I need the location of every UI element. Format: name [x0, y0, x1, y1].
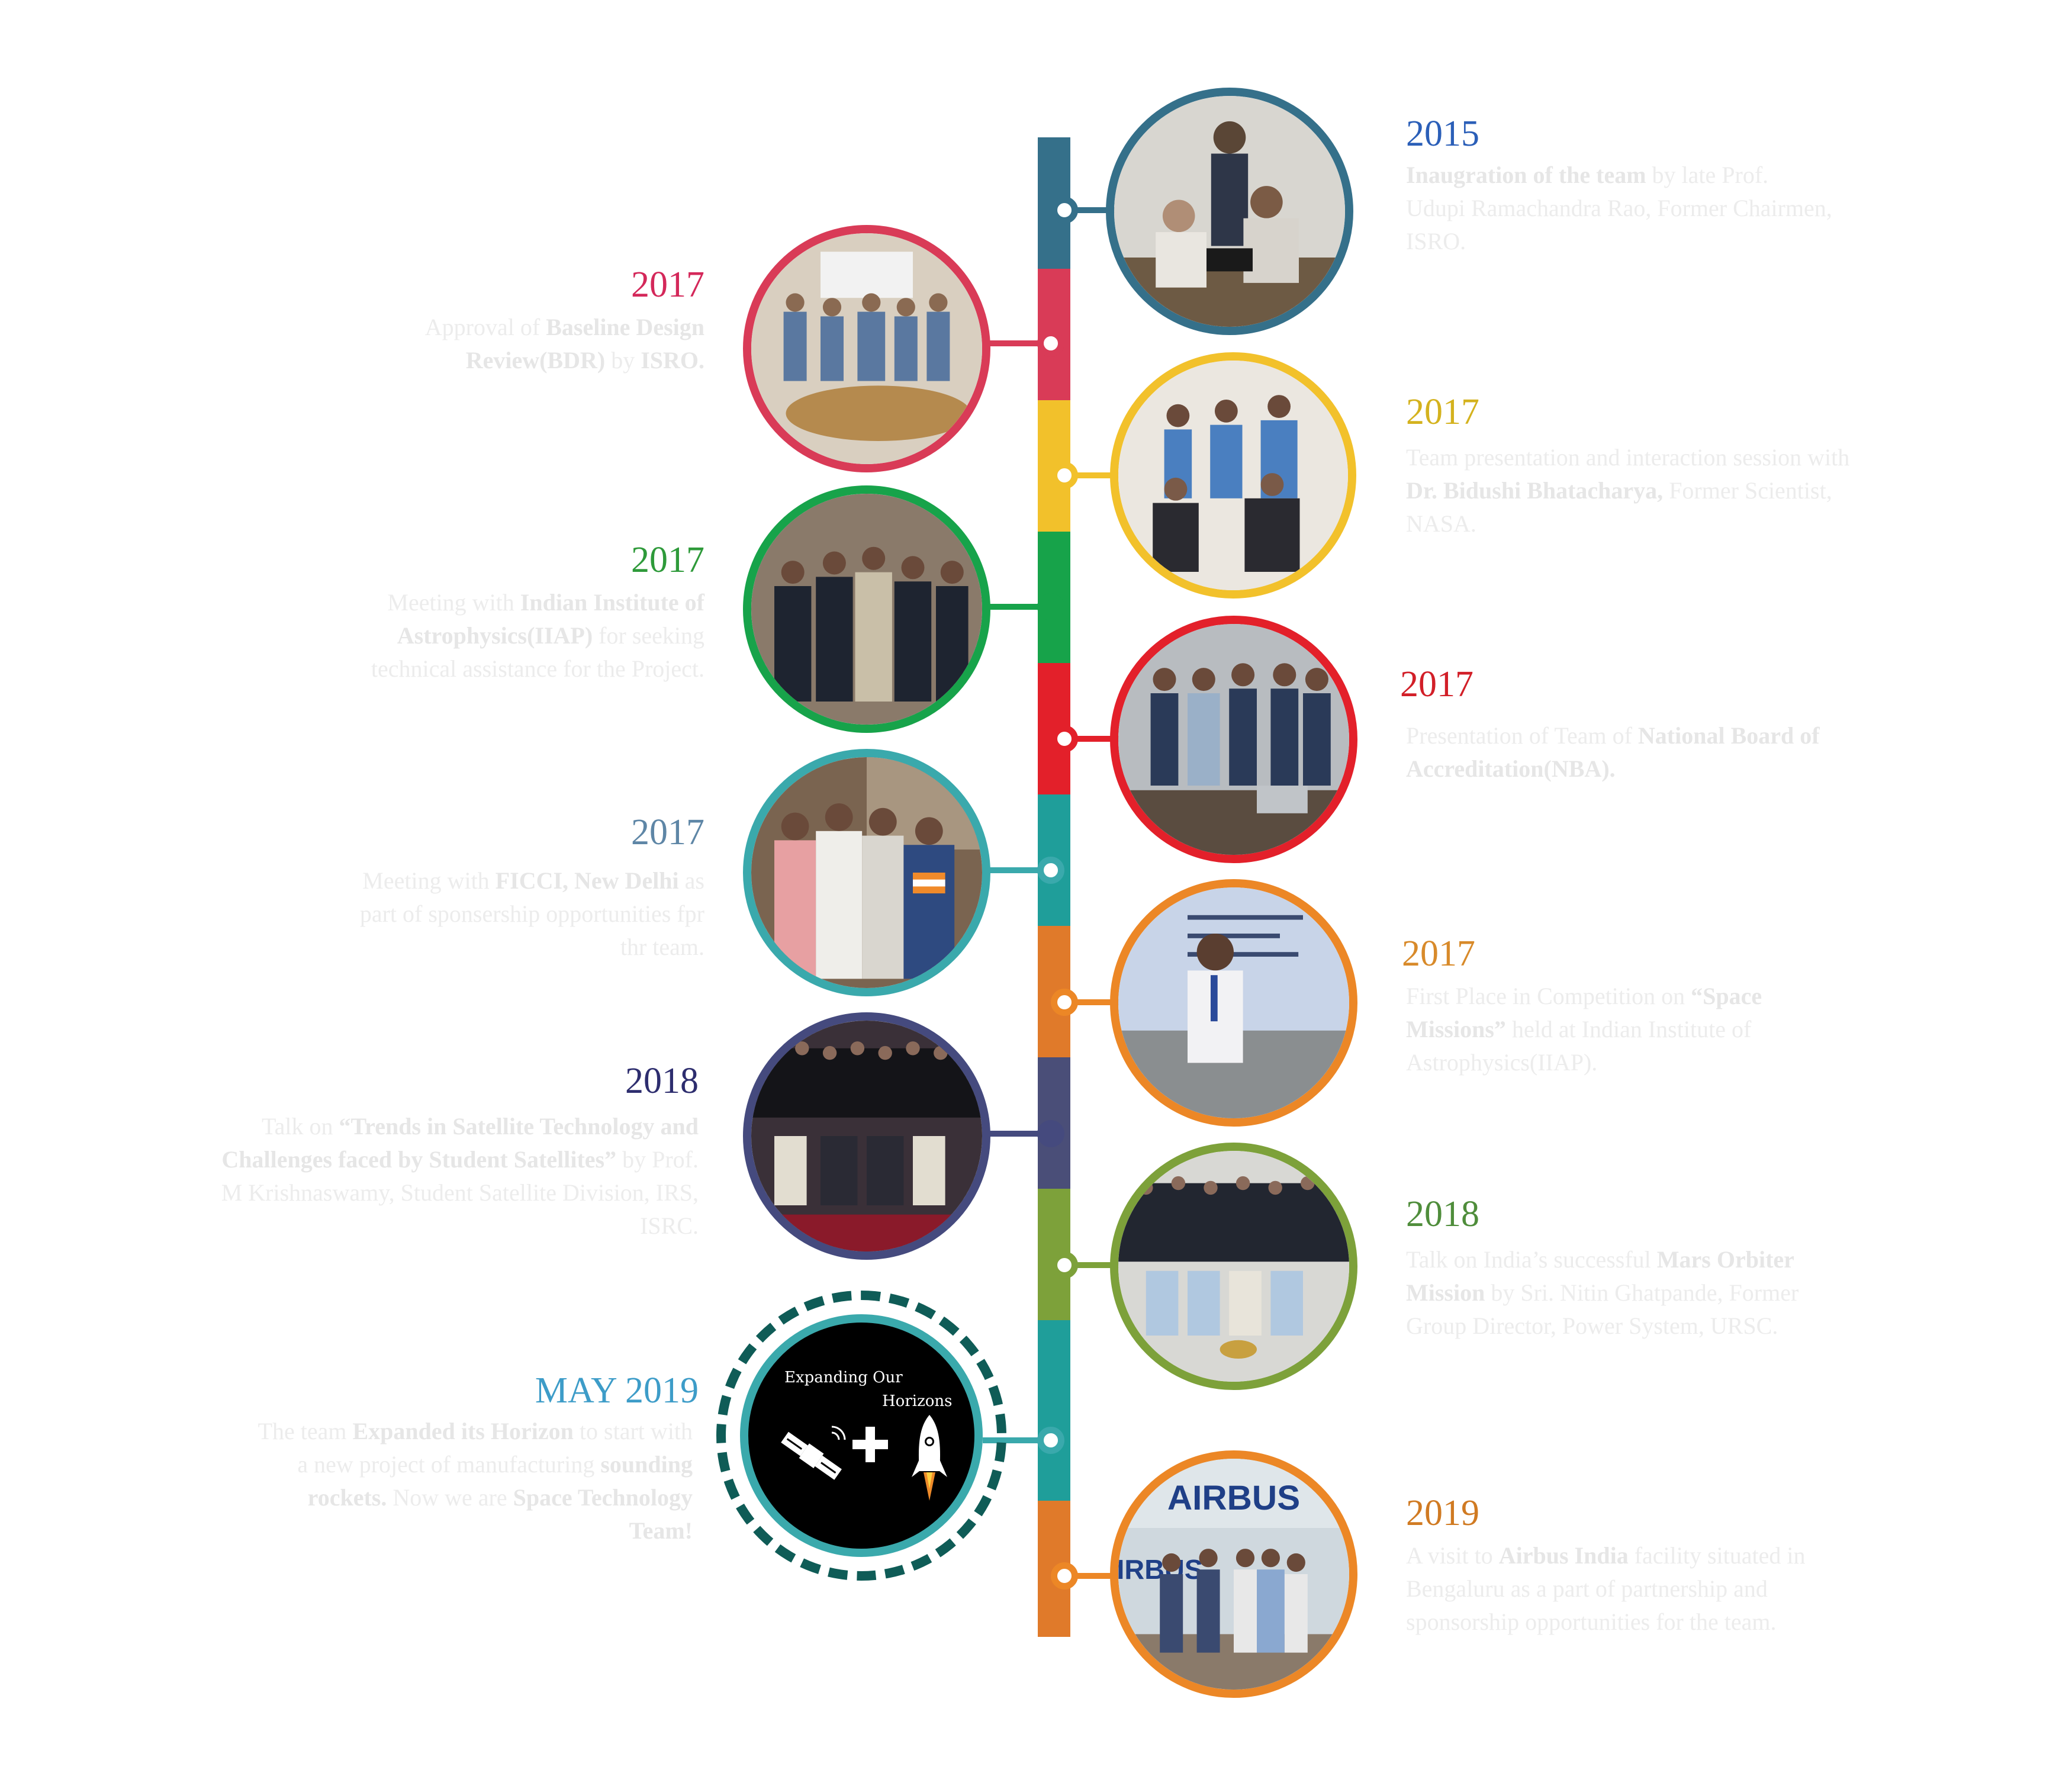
- rocket-icon: [912, 1415, 947, 1501]
- desc-e5: Presentation of Team of National Board o…: [1406, 719, 1820, 786]
- year-label-e7: 2017: [1402, 934, 1475, 974]
- connector-3: [1066, 472, 1125, 478]
- photo-2017-nasa: [1110, 352, 1356, 599]
- year-label-e10: MAY 2019: [535, 1370, 699, 1411]
- desc-e11-part3: facility situated in Bengaluru as a part…: [1406, 1542, 1806, 1635]
- desc-e7-part2: “Space Missions”: [1406, 983, 1762, 1043]
- desc-e4-part3: for seeking technical assistance for the…: [371, 622, 704, 682]
- photo-2017-nba: [1110, 616, 1357, 863]
- year-label-e1: 2015: [1406, 114, 1479, 154]
- desc-e8-part1: Talk on: [261, 1113, 339, 1140]
- connector-6: [983, 867, 1042, 873]
- desc-e9-part3: by Sri. Nitin Ghatpande, Former Group Di…: [1406, 1279, 1799, 1339]
- desc-e6: Meeting with FICCI, New Delhi as part of…: [332, 864, 704, 964]
- photo-2017-bdr: [743, 225, 990, 472]
- desc-e10-part1: The team: [258, 1418, 353, 1444]
- year-label-e9: 2018: [1406, 1194, 1479, 1234]
- photo-2015-inauguration: [1106, 88, 1353, 335]
- desc-e4-part1: Meeting with: [387, 589, 520, 616]
- photo-2019-airbus: AIRBUS IRBUS: [1110, 1450, 1357, 1698]
- desc-e3-part3: Former Scientist, NASA.: [1406, 477, 1832, 537]
- desc-e10-part5: Now we are: [387, 1484, 513, 1511]
- year-label-e8: 2018: [625, 1061, 699, 1101]
- desc-e8-part3: by Prof. M Krishnaswamy, Student Satelli…: [221, 1146, 699, 1239]
- year-label-e6: 2017: [631, 812, 704, 852]
- desc-e1-part1: Inaugration of the team: [1406, 162, 1646, 188]
- photo-2018-talk-krishnaswamy: [743, 1012, 990, 1260]
- desc-e3: Team presentation and interaction sessio…: [1406, 441, 1856, 540]
- satellite-icon: [781, 1426, 846, 1480]
- photo-2018-mars-orbiter: [1110, 1143, 1357, 1390]
- desc-e11-part1: A visit to: [1406, 1542, 1499, 1569]
- badge-line-1: Expanding Our: [784, 1369, 903, 1386]
- desc-e2-part1: Approval of: [424, 314, 546, 340]
- photo-2017-space-missions: [1110, 879, 1357, 1127]
- year-label-e11: 2019: [1406, 1493, 1479, 1533]
- desc-e6-part1: Meeting with: [362, 867, 496, 894]
- year-label-e3: 2017: [1406, 392, 1479, 432]
- airbus-sign-top: AIRBUS: [1167, 1479, 1300, 1517]
- desc-e10-part4: sounding rockets.: [307, 1451, 693, 1511]
- node-dot-8: [1037, 1120, 1064, 1147]
- year-label-e5: 2017: [1400, 664, 1473, 704]
- desc-e11: A visit to Airbus India facility situate…: [1406, 1539, 1820, 1639]
- desc-e7-part3: held at Indian Institute of Astrophysics…: [1406, 1016, 1752, 1076]
- node-dot-6: [1037, 857, 1064, 884]
- connector-8: [983, 1131, 1042, 1137]
- desc-e1-part2: by late Prof. Udupi Ramachandra Rao, For…: [1406, 162, 1832, 255]
- desc-e5-part1: Presentation of Team of: [1406, 722, 1638, 749]
- node-dot-3: [1051, 462, 1078, 489]
- desc-e9: Talk on India’s successful Mars Orbiter …: [1406, 1243, 1856, 1343]
- desc-e8-part2: “Trends in Satellite Technology and Chal…: [221, 1113, 699, 1173]
- desc-e7: First Place in Competition on “Space Mis…: [1406, 980, 1856, 1079]
- desc-e10-part3: to start with a new project of manufactu…: [297, 1418, 693, 1478]
- connector-7: [1066, 999, 1125, 1005]
- desc-e2-part2: Baseline Design Review(BDR): [465, 314, 704, 374]
- desc-e4: Meeting with Indian Institute of Astroph…: [332, 586, 704, 686]
- plus-icon: [852, 1427, 888, 1462]
- year-label-e2: 2017: [631, 265, 704, 305]
- desc-e3-part2: Dr. Bidushi Bhatacharya,: [1406, 477, 1664, 504]
- node-dot-5: [1051, 725, 1078, 752]
- connector-5: [1066, 736, 1125, 742]
- connector-1: [1066, 207, 1125, 213]
- desc-e1: Inaugration of the team by late Prof. Ud…: [1406, 159, 1832, 258]
- node-dot-4: [1037, 593, 1064, 620]
- desc-e4-part2: Indian Institute of Astrophysics(IIAP): [397, 589, 704, 649]
- node-dot-1: [1051, 197, 1078, 224]
- photo-2017-iiap: [743, 485, 990, 733]
- desc-e2: Approval of Baseline Design Review(BDR) …: [332, 311, 704, 377]
- node-dot-2: [1037, 330, 1064, 357]
- connector-11: [1066, 1573, 1125, 1579]
- connector-10: [983, 1437, 1042, 1443]
- desc-e3-part1: Team presentation and interaction sessio…: [1406, 444, 1850, 471]
- desc-e10: The team Expanded its Horizon to start w…: [249, 1415, 693, 1547]
- desc-e10-part2: Expanded its Horizon: [352, 1418, 574, 1444]
- desc-e5-part2: National Board of Accreditation(NBA).: [1406, 722, 1820, 782]
- year-label-e4: 2017: [631, 540, 704, 580]
- node-dot-9: [1051, 1251, 1078, 1279]
- desc-e2-part4: ISRO.: [641, 347, 704, 374]
- desc-e9-part1: Talk on India’s successful: [1406, 1246, 1657, 1273]
- desc-e9-part2: Mars Orbiter Mission: [1406, 1246, 1794, 1306]
- node-dot-10: [1037, 1427, 1064, 1454]
- photo-2017-ficci: [743, 749, 990, 996]
- node-dot-7: [1051, 989, 1078, 1016]
- desc-e7-part1: First Place in Competition on: [1406, 983, 1691, 1009]
- connector-2: [983, 340, 1042, 346]
- desc-e11-part2: Airbus India: [1498, 1542, 1629, 1569]
- connector-4: [983, 604, 1042, 610]
- desc-e2-part3: by: [605, 347, 641, 374]
- desc-e10-part6: Space Technology Team!: [513, 1484, 693, 1544]
- desc-e6-part2: FICCI, New Delhi: [495, 867, 679, 894]
- badge-line-2: Horizons: [882, 1392, 953, 1410]
- desc-e8: Talk on “Trends in Satellite Technology …: [195, 1110, 699, 1243]
- spine-segment-10: [1038, 1320, 1070, 1501]
- connector-9: [1066, 1262, 1125, 1268]
- node-dot-11: [1051, 1562, 1078, 1590]
- desc-e6-part3: as part of sponsership opportunities fpr…: [359, 867, 704, 960]
